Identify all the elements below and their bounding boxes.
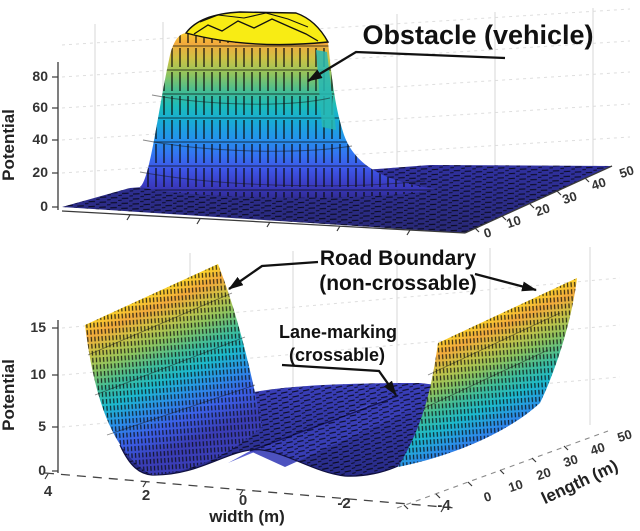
road-boundary-left (85, 264, 262, 475)
tick-label: 10 (30, 366, 46, 382)
tick-label: -4 (437, 497, 451, 514)
tick-label: 10 (504, 212, 522, 231)
z-tick-labels: 0 5 10 15 (30, 319, 46, 478)
obstacle-annotation-text: Obstacle (vehicle) (362, 20, 593, 50)
length-tick-labels: 0 10 20 30 40 50 (482, 162, 636, 241)
tick-label: 50 (615, 426, 633, 445)
front-axis (61, 210, 466, 236)
tick-label: 0 (482, 488, 494, 505)
tick-label: 20 (32, 164, 48, 180)
lane-annotation-line1: Lane-marking (279, 322, 397, 342)
tick-label: 30 (561, 451, 579, 470)
tick-label: 0 (482, 224, 494, 241)
tick-label: 20 (534, 464, 552, 483)
tick-label: 40 (589, 174, 607, 193)
z-axis-label: Potential (0, 359, 18, 431)
road-annotation-line1: Road Boundary (320, 247, 477, 270)
tick-label: 10 (506, 476, 524, 495)
tick-label: 60 (32, 99, 48, 115)
width-axis: width (m) (44, 472, 456, 526)
z-tick-labels: 0 20 40 60 80 (32, 68, 48, 214)
width-tick-labels: 4 2 0 -2 -4 (44, 483, 451, 514)
lane-annotation-line2: (crossable) (289, 345, 385, 365)
road-annotation-line2: (non-crossable) (319, 272, 477, 295)
tick-label: 40 (32, 131, 48, 147)
tick-label: 0 (239, 492, 247, 509)
tick-label: 4 (44, 483, 53, 500)
tick-label: 0 (40, 198, 48, 214)
obstacle-top-face (184, 11, 330, 46)
tick-label: 15 (30, 319, 46, 335)
length-tick-labels: 0 10 20 30 40 50 (482, 426, 634, 505)
tick-label: 2 (142, 487, 150, 504)
z-axis: Potential (0, 62, 59, 210)
ground-surface (62, 165, 612, 233)
tick-label: 40 (588, 439, 606, 458)
tick-label: 20 (533, 200, 551, 219)
road-boundary-right (398, 278, 577, 467)
tick-label: 30 (560, 188, 578, 207)
road-boundary-annotation: Road Boundary (non-crossable) (228, 247, 537, 295)
tick-label: -2 (337, 495, 350, 512)
width-axis-label: width (m) (208, 507, 285, 526)
road-potential-plot: Potential width (m) length (m) Road Boun… (0, 247, 634, 526)
z-axis-label: Potential (0, 109, 18, 181)
obstacle-surface (139, 11, 436, 198)
length-axis-label: length (m) (538, 456, 620, 508)
obstacle-potential-plot: Potential Obstacle (vehicle) 02040608001… (0, 8, 636, 241)
tick-label: 5 (38, 418, 46, 434)
length-axis (464, 165, 613, 234)
obstacle-annotation: Obstacle (vehicle) (307, 20, 594, 82)
tick-label: 50 (617, 162, 635, 181)
tick-label: 0 (38, 462, 46, 478)
z-axis: Potential (0, 320, 59, 473)
lane-marking-annotation: Lane-marking (crossable) (279, 322, 397, 396)
tick-label: 80 (32, 68, 48, 84)
